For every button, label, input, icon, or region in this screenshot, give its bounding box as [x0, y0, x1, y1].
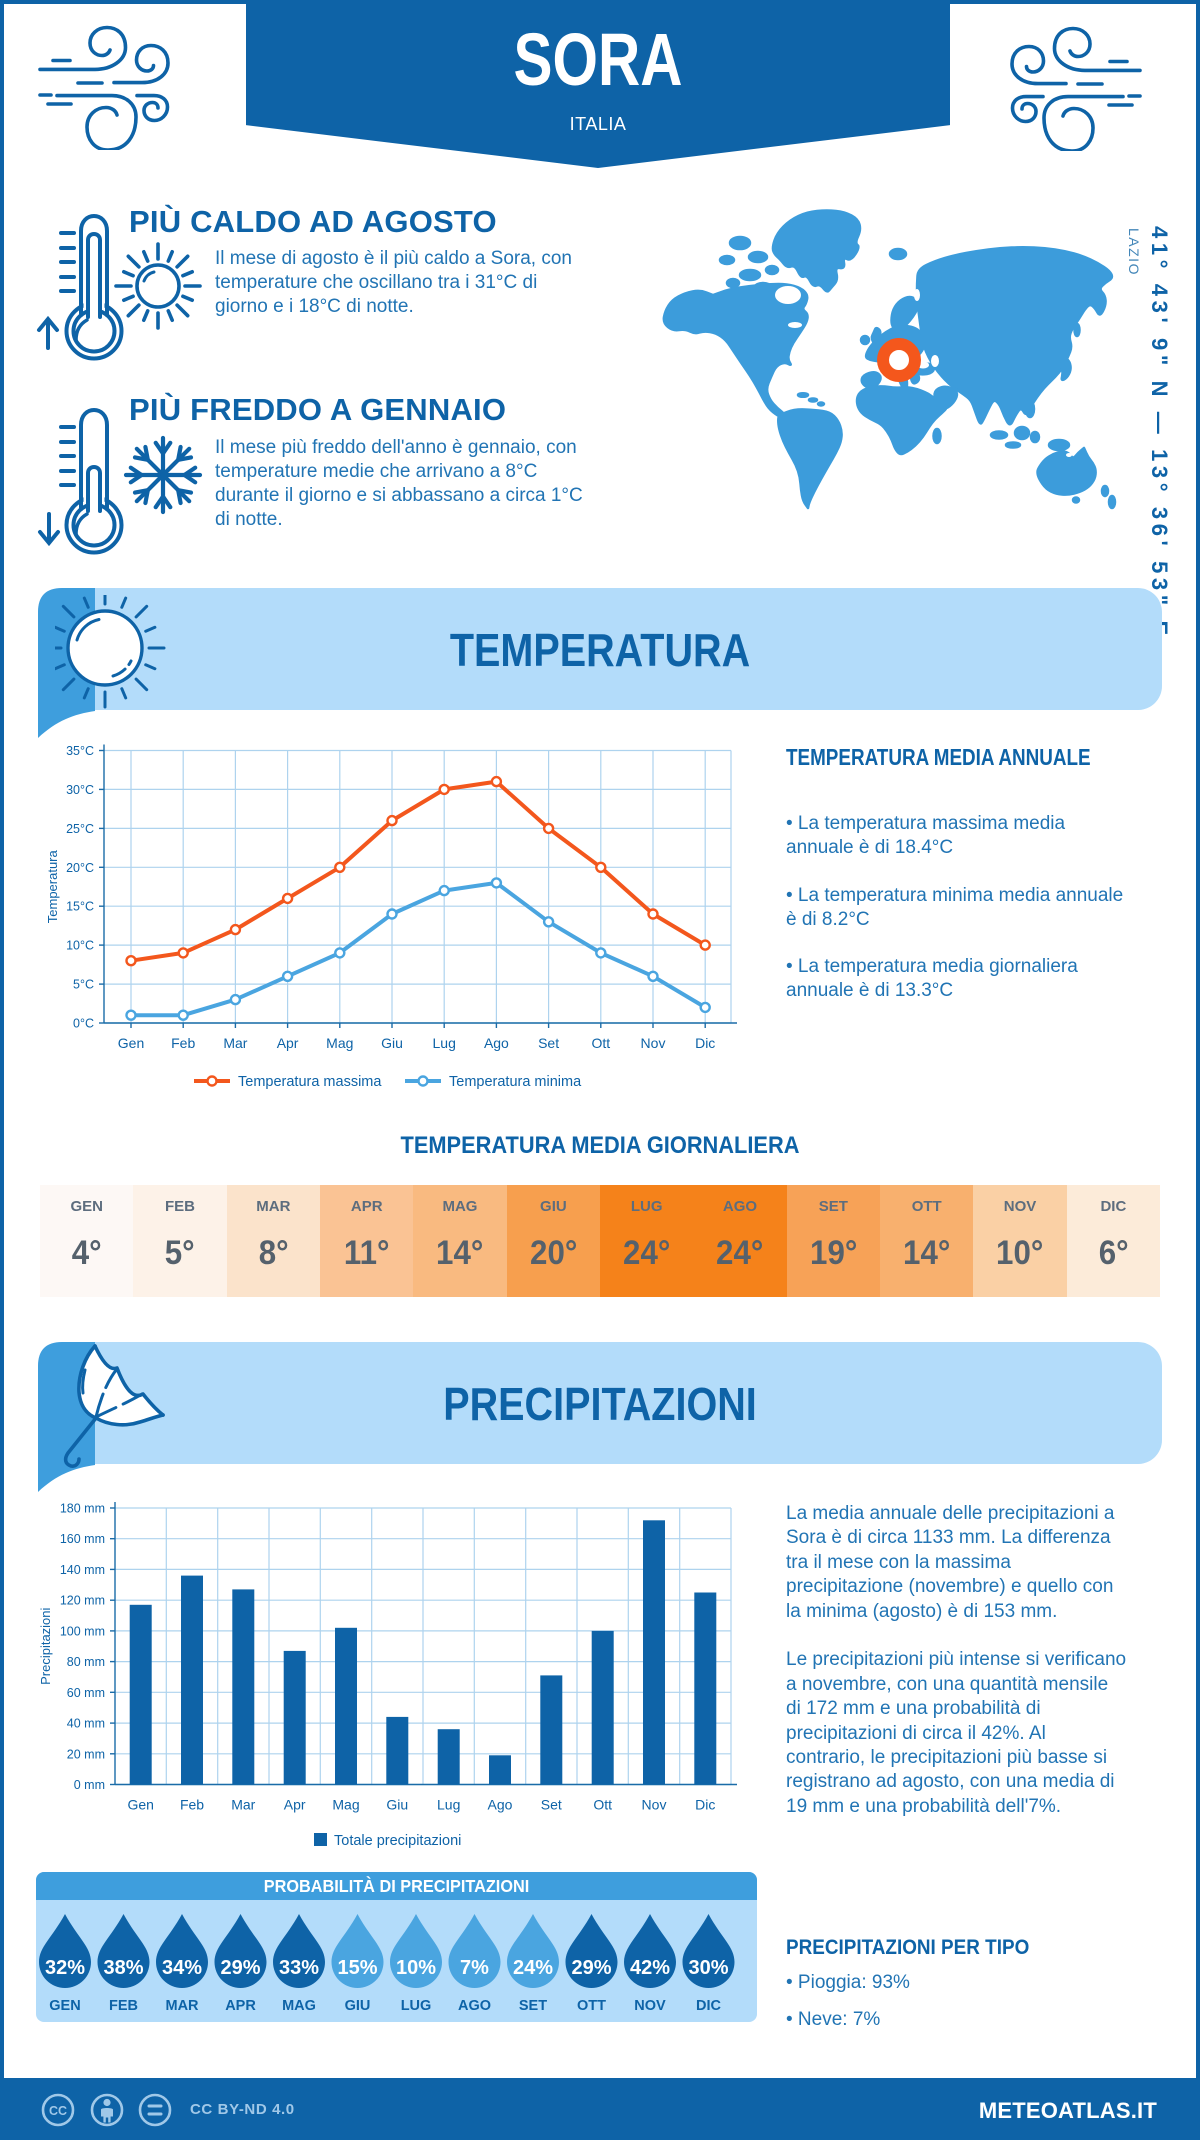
svg-text:24%: 24% — [513, 1957, 553, 1979]
svg-text:20°C: 20°C — [66, 861, 94, 875]
svg-text:Totale precipitazioni: Totale precipitazioni — [334, 1833, 461, 1849]
svg-text:DIC: DIC — [696, 1998, 722, 2014]
svg-text:15°C: 15°C — [66, 900, 94, 914]
svg-text:120 mm: 120 mm — [60, 1594, 105, 1608]
svg-text:Lug: Lug — [433, 1035, 456, 1051]
svg-text:AGO: AGO — [458, 1998, 491, 2014]
svg-text:40 mm: 40 mm — [67, 1717, 105, 1731]
svg-text:33%: 33% — [279, 1957, 319, 1979]
svg-text:0 mm: 0 mm — [74, 1778, 105, 1792]
svg-text:Gen: Gen — [127, 1797, 153, 1813]
svg-text:Mar: Mar — [231, 1797, 255, 1813]
svg-text:15%: 15% — [337, 1957, 377, 1979]
svg-text:Ott: Ott — [593, 1797, 612, 1813]
svg-text:Apr: Apr — [284, 1797, 306, 1813]
svg-text:Giu: Giu — [381, 1035, 403, 1051]
svg-text:32%: 32% — [45, 1957, 85, 1979]
svg-text:80 mm: 80 mm — [67, 1655, 105, 1669]
svg-text:180 mm: 180 mm — [60, 1502, 105, 1516]
svg-text:60 mm: 60 mm — [67, 1686, 105, 1700]
svg-text:Feb: Feb — [171, 1035, 195, 1051]
svg-text:160 mm: 160 mm — [60, 1532, 105, 1546]
svg-text:10°C: 10°C — [66, 939, 94, 953]
svg-text:Giu: Giu — [386, 1797, 408, 1813]
svg-text:30°C: 30°C — [66, 783, 94, 797]
svg-text:GIU: GIU — [345, 1998, 371, 2014]
svg-text:Dic: Dic — [695, 1797, 715, 1813]
svg-text:Feb: Feb — [180, 1797, 204, 1813]
svg-text:Precipitazioni: Precipitazioni — [38, 1607, 53, 1684]
svg-text:Mag: Mag — [326, 1035, 353, 1051]
svg-text:Set: Set — [541, 1797, 562, 1813]
svg-text:APR: APR — [225, 1998, 256, 2014]
svg-text:100 mm: 100 mm — [60, 1624, 105, 1638]
svg-text:Apr: Apr — [277, 1035, 299, 1051]
svg-text:GEN: GEN — [49, 1998, 80, 2014]
svg-text:Dic: Dic — [695, 1035, 715, 1051]
svg-text:Temperatura: Temperatura — [45, 849, 60, 923]
svg-text:7%: 7% — [460, 1957, 489, 1979]
svg-text:MAR: MAR — [165, 1998, 199, 2014]
svg-text:30%: 30% — [688, 1957, 728, 1979]
svg-text:25°C: 25°C — [66, 822, 94, 836]
svg-text:FEB: FEB — [109, 1998, 138, 2014]
svg-text:29%: 29% — [220, 1957, 260, 1979]
svg-text:Nov: Nov — [641, 1035, 666, 1051]
svg-text:Ott: Ott — [591, 1035, 610, 1051]
svg-text:10%: 10% — [396, 1957, 436, 1979]
svg-text:CC: CC — [49, 2104, 67, 2118]
svg-text:Gen: Gen — [118, 1035, 144, 1051]
svg-text:Lug: Lug — [437, 1797, 460, 1813]
svg-text:SET: SET — [519, 1998, 547, 2014]
svg-text:OTT: OTT — [577, 1998, 606, 2014]
svg-text:Ago: Ago — [484, 1035, 509, 1051]
svg-text:29%: 29% — [571, 1957, 611, 1979]
svg-text:34%: 34% — [162, 1957, 202, 1979]
svg-text:Set: Set — [538, 1035, 559, 1051]
svg-text:Mag: Mag — [332, 1797, 359, 1813]
svg-text:42%: 42% — [630, 1957, 670, 1979]
svg-text:0°C: 0°C — [73, 1017, 94, 1031]
svg-text:Ago: Ago — [488, 1797, 513, 1813]
svg-text:5°C: 5°C — [73, 978, 94, 992]
svg-text:20 mm: 20 mm — [67, 1747, 105, 1761]
svg-text:35°C: 35°C — [66, 744, 94, 758]
svg-text:38%: 38% — [103, 1957, 143, 1979]
svg-text:Mar: Mar — [223, 1035, 247, 1051]
svg-text:Temperatura minima: Temperatura minima — [449, 1074, 582, 1090]
svg-text:Nov: Nov — [642, 1797, 667, 1813]
svg-text:LUG: LUG — [401, 1998, 432, 2014]
svg-text:NOV: NOV — [634, 1998, 666, 2014]
svg-text:MAG: MAG — [282, 1998, 316, 2014]
svg-text:140 mm: 140 mm — [60, 1563, 105, 1577]
svg-text:Temperatura massima: Temperatura massima — [238, 1074, 382, 1090]
